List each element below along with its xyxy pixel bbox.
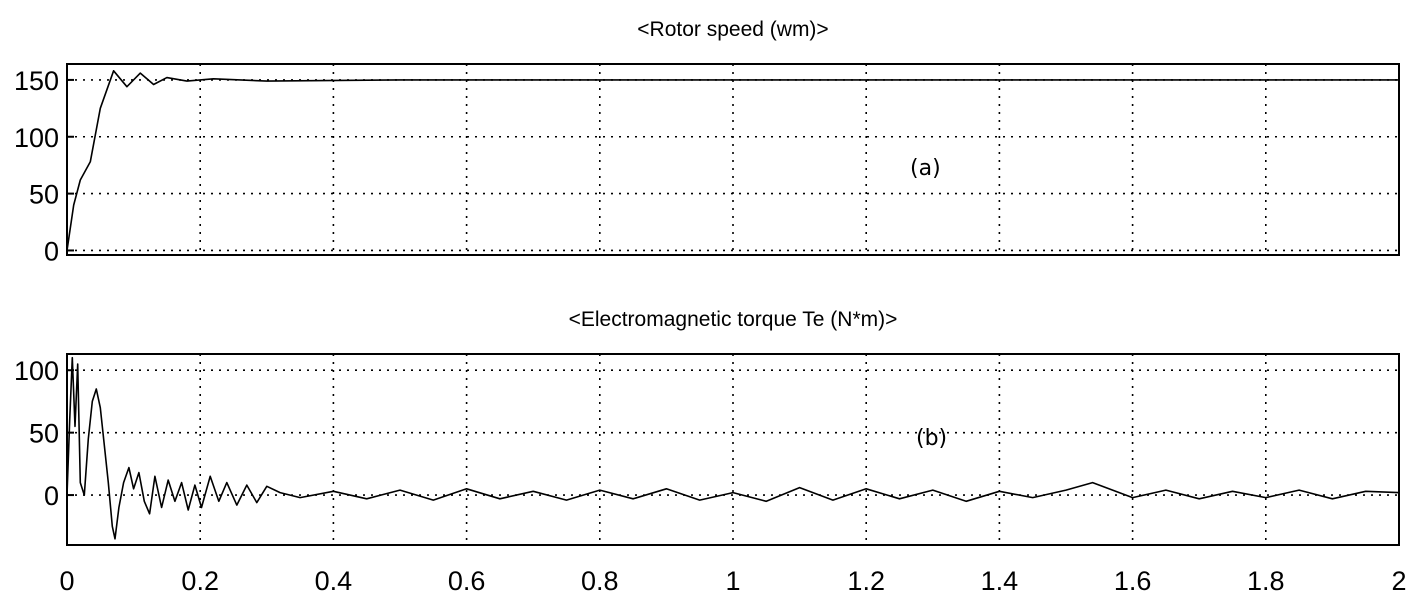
- x-tick-label: 0.8: [581, 566, 619, 596]
- x-tick-label: 0.4: [315, 566, 353, 596]
- y-tick-label: 50: [29, 180, 59, 210]
- rotor-speed-axes-frame: [66, 63, 1400, 256]
- x-tick-label: 1.8: [1247, 566, 1285, 596]
- y-tick-label: 50: [29, 419, 59, 449]
- rotor-speed-title: <Rotor speed (wm)>: [637, 18, 828, 41]
- torque-panel-label: (b): [916, 426, 947, 451]
- time-axis-ticks: 0 0.2 0.4 0.6 0.8 1 1.2 1.4 1.6 1.8 2: [59, 566, 1406, 596]
- torque-trace: [66, 356, 1400, 540]
- x-tick-label: 0: [59, 566, 74, 596]
- torque-axes-frame: [66, 353, 1400, 546]
- y-tick-label: 100: [14, 356, 59, 386]
- x-tick-label: 2: [1391, 566, 1406, 596]
- x-tick-label: 1.4: [981, 566, 1019, 596]
- x-tick-label: 1.2: [847, 566, 885, 596]
- y-tick-label: 150: [14, 66, 59, 96]
- x-tick-label: 0.6: [448, 566, 486, 596]
- torque-panel: <Electromagnetic torque Te (N*m)> 0 50 100…: [14, 308, 1400, 546]
- rotor-speed-yticks: 0 50 100 150: [14, 66, 74, 266]
- torque-gridlines: [67, 354, 1399, 545]
- x-tick-label: 0.2: [181, 566, 219, 596]
- rotor-speed-trace: [66, 70, 1399, 251]
- x-tick-label: 1.6: [1114, 566, 1152, 596]
- y-tick-label: 0: [44, 236, 59, 266]
- rotor-speed-panel-label: (a): [910, 156, 941, 181]
- rotor-speed-panel: <Rotor speed (wm)> 0 50 100 150 (a): [14, 18, 1400, 266]
- torque-yticks: 0 50 100: [14, 356, 74, 511]
- torque-title: <Electromagnetic torque Te (N*m)>: [569, 308, 898, 331]
- y-tick-label: 100: [14, 123, 59, 153]
- x-tick-label: 1: [725, 566, 740, 596]
- y-tick-label: 0: [44, 481, 59, 511]
